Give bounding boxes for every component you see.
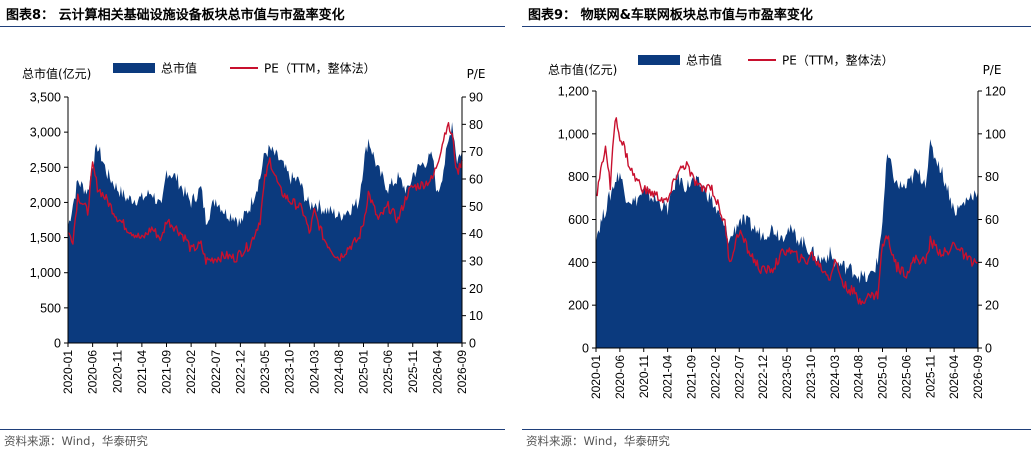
chart-title: 图表9： 物联网&车联网板块总市值与市盈率变化 bbox=[528, 8, 813, 23]
x-tick-label: 2023-10 bbox=[283, 350, 297, 394]
x-tick-label: 2024-08 bbox=[332, 350, 346, 394]
y-left-tick-label: 800 bbox=[568, 170, 589, 184]
x-tick-label: 2022-12 bbox=[233, 350, 247, 394]
y-left-tick-label: 3,500 bbox=[30, 91, 61, 105]
y-left-tick-label: 0 bbox=[582, 342, 589, 356]
chart-panel-left: 图表8： 云计算相关基础设施设备板块总市值与市盈率变化 0 500 1,000 1,5… bbox=[0, 0, 505, 455]
y-left-tick-label: 400 bbox=[568, 256, 589, 270]
y-axis-left-label: 总市值(亿元) bbox=[548, 62, 617, 77]
y-left-tick-label: 1,000 bbox=[30, 266, 61, 280]
y-right-tick-label: 20 bbox=[985, 299, 999, 313]
x-tick-label: 2021-04 bbox=[661, 355, 675, 399]
y-right-tick-label: 100 bbox=[985, 127, 1006, 141]
x-tick-label: 2025-06 bbox=[899, 355, 913, 399]
y-right-tick-label: 40 bbox=[469, 227, 483, 241]
x-tick-label: 2022-02 bbox=[708, 355, 722, 399]
y-left-tick-label: 500 bbox=[40, 301, 61, 315]
y-left-tick-label: 1,200 bbox=[558, 85, 589, 99]
y-left-tick-label: 0 bbox=[54, 337, 61, 351]
x-tick-label: 2025-01 bbox=[357, 350, 371, 394]
x-tick-label: 2023-05 bbox=[780, 355, 794, 399]
y-left-tick-label: 3,000 bbox=[30, 126, 61, 140]
legend-swatch-area bbox=[638, 55, 680, 65]
title-rule bbox=[522, 26, 1031, 27]
x-tick-label: 2026-04 bbox=[947, 355, 961, 399]
y-right-tick-label: 80 bbox=[985, 170, 999, 184]
x-tick-label: 2024-08 bbox=[852, 355, 866, 399]
y-axis-right-label: P/E bbox=[983, 63, 1002, 77]
y-right-tick-label: 50 bbox=[469, 200, 483, 214]
x-tick-label: 2025-06 bbox=[381, 350, 395, 394]
x-tick-label: 2023-05 bbox=[258, 350, 272, 394]
chart-svg: 0 500 1,000 1,500 2,000 2,500 3,000 3,500 0 10 20 3… bbox=[22, 61, 486, 395]
source-rule bbox=[522, 429, 1031, 430]
source-note: 资料来源：Wind，华泰研究 bbox=[526, 434, 670, 448]
legend-label-line: PE（TTM，整体法） bbox=[782, 53, 894, 68]
legend-label-area: 总市值 bbox=[161, 61, 197, 76]
y-right-tick-label: 40 bbox=[985, 256, 999, 270]
x-tick-label: 2021-09 bbox=[160, 350, 174, 394]
y-left-tick-label: 2,500 bbox=[30, 161, 61, 175]
chart-panel-right: 图表9： 物联网&车联网板块总市值与市盈率变化 0 200 400 600 800 1,0… bbox=[522, 0, 1031, 455]
chart-svg: 0 200 400 600 800 1,000 1,200 0 20 40 60 80 100 120 20… bbox=[548, 53, 1006, 400]
x-tick-label: 2021-04 bbox=[135, 350, 149, 394]
y-right-tick-label: 60 bbox=[985, 213, 999, 227]
y-right-tick-label: 10 bbox=[469, 309, 483, 323]
series-area-market-cap bbox=[596, 139, 978, 348]
source-note: 资料来源：Wind，华泰研究 bbox=[4, 434, 148, 448]
y-axis-left-label: 总市值(亿元) bbox=[22, 66, 91, 81]
legend-label-area: 总市值 bbox=[686, 53, 722, 68]
x-tick-label: 2020-01 bbox=[61, 350, 75, 394]
x-tick-label: 2026-04 bbox=[430, 350, 444, 394]
x-tick-label: 2025-11 bbox=[923, 355, 937, 398]
x-tick-label: 2026-09 bbox=[971, 355, 985, 399]
x-tick-label: 2024-03 bbox=[307, 350, 321, 394]
y-right-tick-label: 0 bbox=[985, 342, 992, 356]
x-tick-label: 2020-11 bbox=[637, 355, 651, 398]
source-rule bbox=[0, 429, 505, 430]
y-left-tick-label: 2,000 bbox=[30, 196, 61, 210]
legend-label-line: PE（TTM，整体法） bbox=[264, 61, 376, 76]
x-tick-label: 2026-09 bbox=[455, 350, 469, 394]
y-left-tick-label: 1,000 bbox=[558, 127, 589, 141]
x-tick-label: 2024-03 bbox=[828, 355, 842, 399]
x-tick-label: 2025-11 bbox=[406, 350, 420, 393]
x-tick-label: 2021-09 bbox=[685, 355, 699, 399]
y-left-tick-label: 200 bbox=[568, 299, 589, 313]
y-right-tick-label: 20 bbox=[469, 282, 483, 296]
x-tick-label: 2023-10 bbox=[804, 355, 818, 399]
y-right-tick-label: 0 bbox=[469, 337, 476, 351]
series-line-pe bbox=[595, 117, 979, 306]
x-tick-label: 2020-06 bbox=[86, 350, 100, 394]
y-left-tick-label: 1,500 bbox=[30, 231, 61, 245]
chart-title: 图表8： 云计算相关基础设施设备板块总市值与市盈率变化 bbox=[6, 8, 345, 23]
x-tick-label: 2022-12 bbox=[756, 355, 770, 399]
y-left-tick-label: 600 bbox=[568, 213, 589, 227]
title-rule bbox=[0, 26, 505, 27]
x-tick-label: 2020-01 bbox=[589, 355, 603, 399]
y-right-tick-label: 60 bbox=[469, 173, 483, 187]
x-tick-label: 2020-06 bbox=[613, 355, 627, 399]
y-right-tick-label: 90 bbox=[469, 91, 483, 105]
legend-swatch-area bbox=[113, 63, 155, 73]
x-tick-label: 2025-01 bbox=[876, 355, 890, 399]
x-tick-label: 2022-07 bbox=[732, 355, 746, 399]
y-right-tick-label: 120 bbox=[985, 85, 1006, 99]
series-area-market-cap bbox=[68, 122, 462, 343]
x-tick-label: 2020-11 bbox=[110, 350, 124, 393]
series-line-pe bbox=[67, 122, 463, 265]
x-tick-label: 2022-07 bbox=[209, 350, 223, 394]
y-right-tick-label: 80 bbox=[469, 118, 483, 132]
x-tick-label: 2022-02 bbox=[184, 350, 198, 394]
y-right-tick-label: 70 bbox=[469, 145, 483, 159]
y-right-tick-label: 30 bbox=[469, 255, 483, 269]
y-axis-right-label: P/E bbox=[467, 67, 486, 81]
